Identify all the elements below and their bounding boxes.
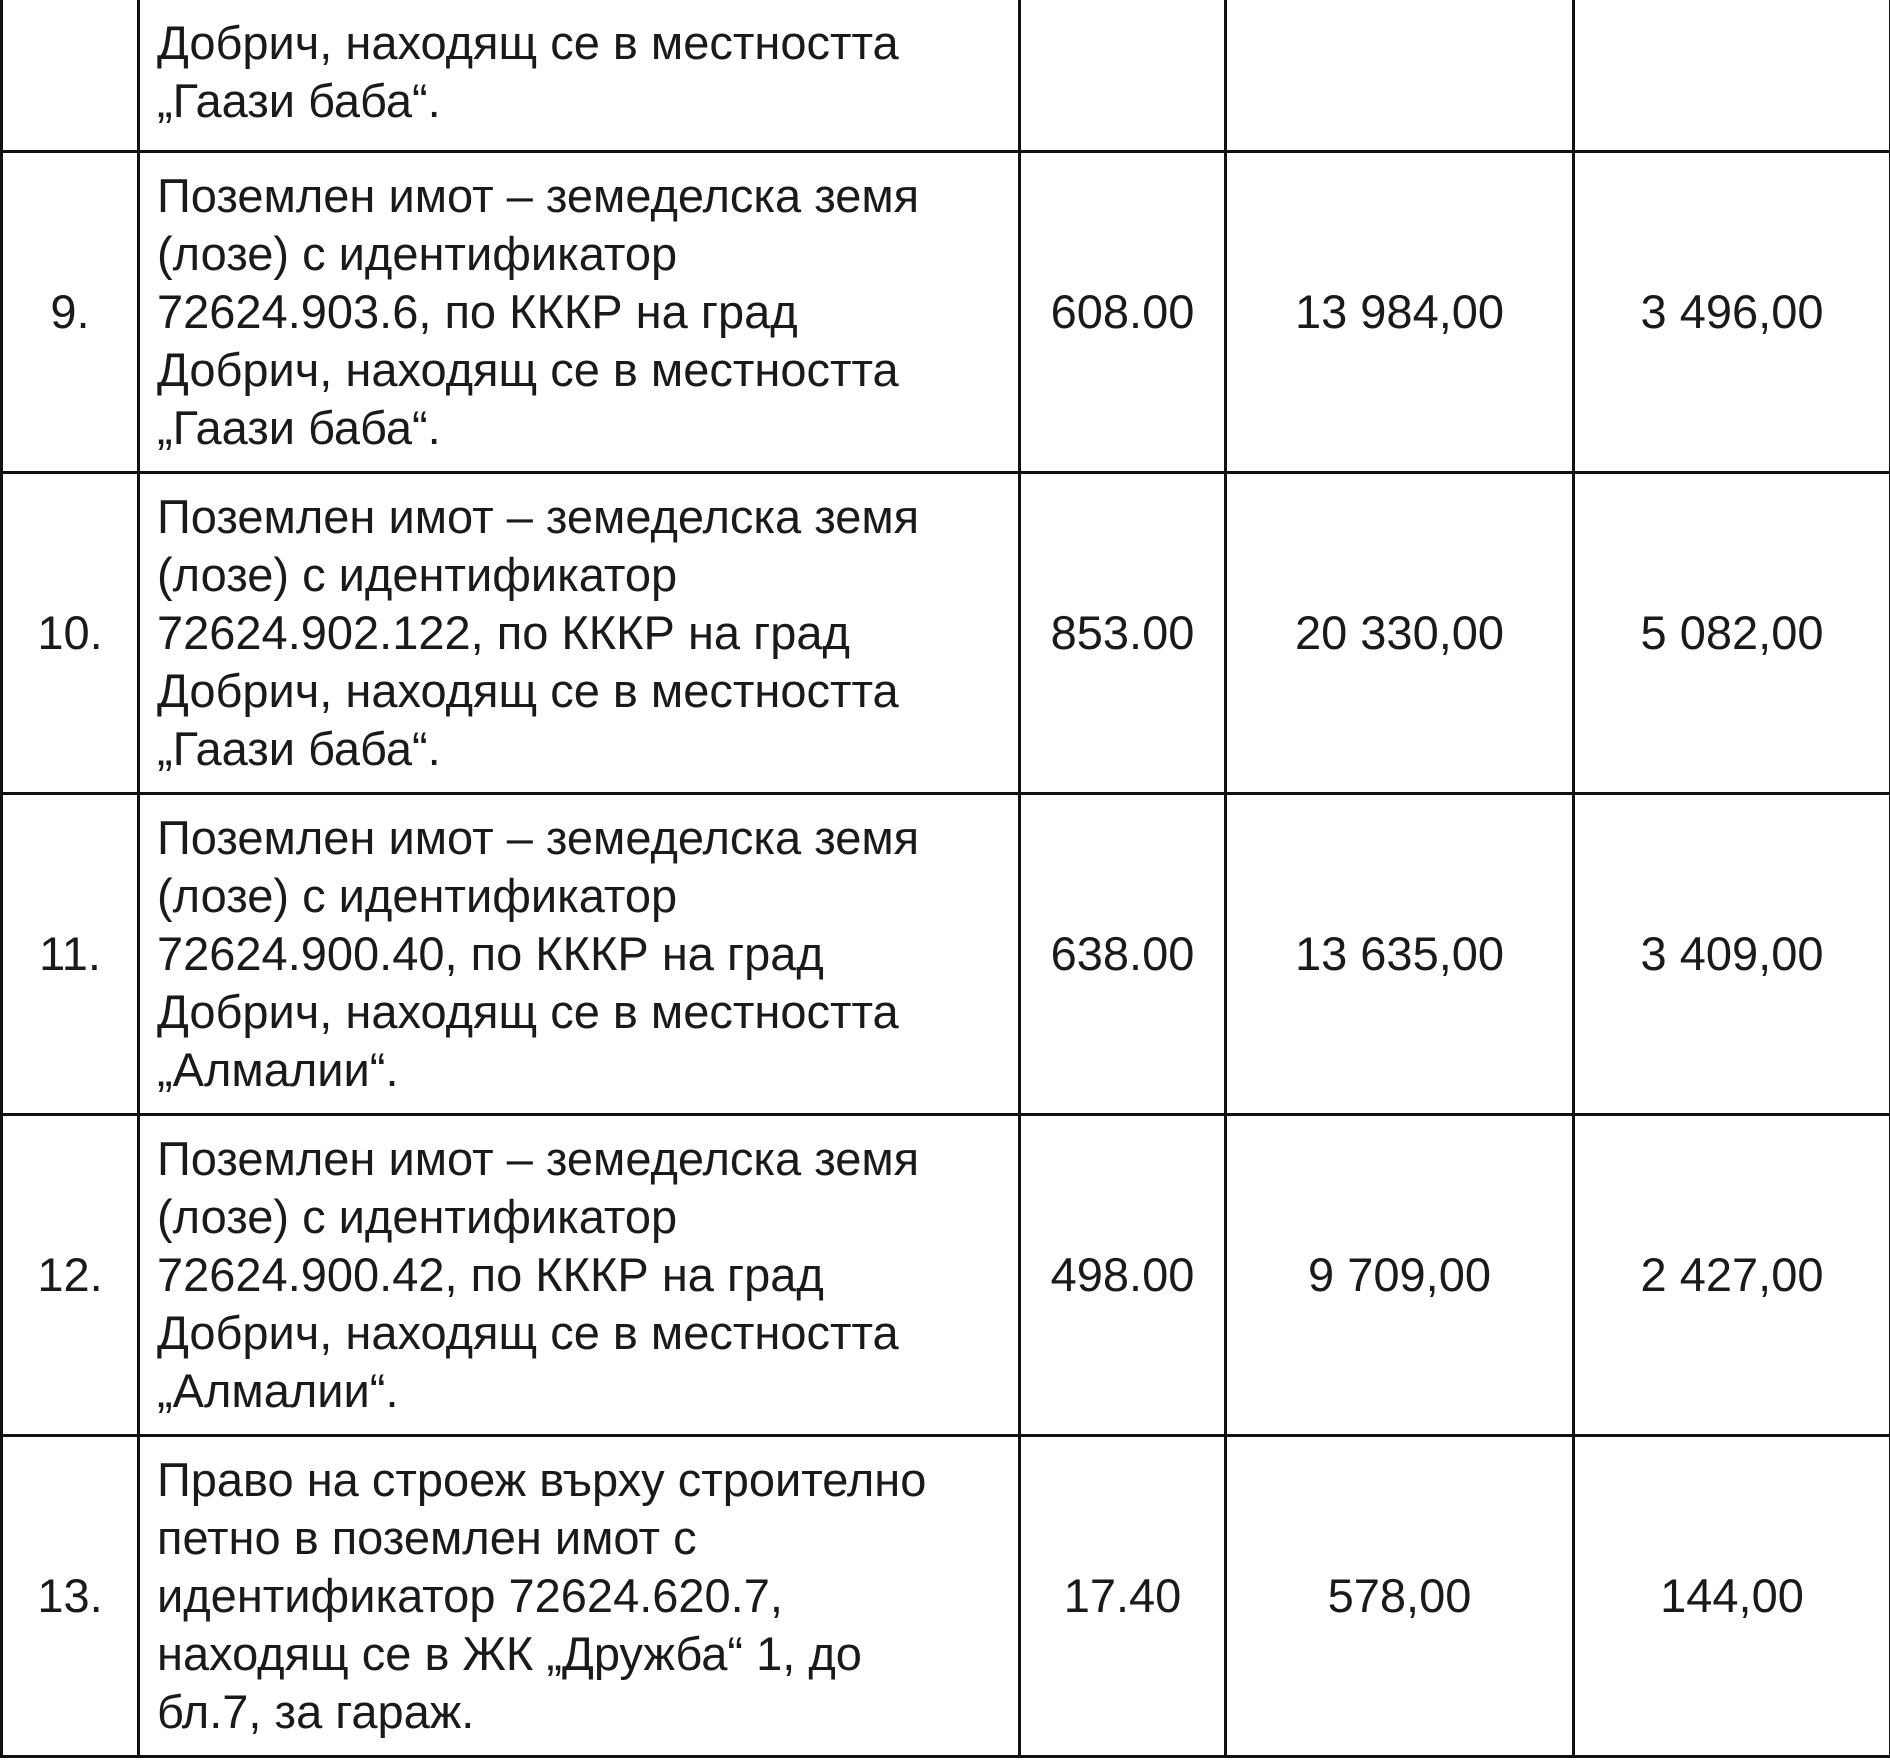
area-cell: 498.00 [1018,1113,1227,1437]
row-number: 13. [0,1434,140,1758]
area-cell: 638.00 [1018,792,1227,1116]
price-cell: 5 082,00 [1572,471,1890,795]
area-cell: 853.00 [1018,471,1227,795]
row-number: 9. [0,150,140,474]
row-number: 10. [0,471,140,795]
property-description: Право на строеж върху строително петно в… [137,1434,1021,1758]
table-row: 12. Поземлен имот – земеделска земя (лоз… [0,1113,1890,1437]
price-cell: 3 496,00 [1572,150,1890,474]
value-cell: 13 984,00 [1224,150,1575,474]
area-cell: 608.00 [1018,150,1227,474]
area-cell [1018,0,1227,153]
table-row: 9. Поземлен имот – земеделска земя (лозе… [0,150,1890,474]
property-description: Поземлен имот – земеделска земя (лозе) с… [137,150,1021,474]
property-description: Добрич, находящ се в местността „Гаази б… [137,0,1021,153]
property-description: Поземлен имот – земеделска земя (лозе) с… [137,792,1021,1116]
price-cell: 2 427,00 [1572,1113,1890,1437]
value-cell: 20 330,00 [1224,471,1575,795]
row-number: 12. [0,1113,140,1437]
property-description: Поземлен имот – земеделска земя (лозе) с… [137,1113,1021,1437]
price-cell [1572,0,1890,153]
row-number: 11. [0,792,140,1116]
value-cell: 578,00 [1224,1434,1575,1758]
value-cell: 9 709,00 [1224,1113,1575,1437]
property-description: Поземлен имот – земеделска земя (лозе) с… [137,471,1021,795]
row-number [0,0,140,153]
table-row: 10. Поземлен имот – земеделска земя (лоз… [0,471,1890,795]
price-cell: 144,00 [1572,1434,1890,1758]
value-cell: 13 635,00 [1224,792,1575,1116]
table-row: 11. Поземлен имот – земеделска земя (лоз… [0,792,1890,1116]
price-cell: 3 409,00 [1572,792,1890,1116]
area-cell: 17.40 [1018,1434,1227,1758]
value-cell [1224,0,1575,153]
table-row: 13. Право на строеж върху строително пет… [0,1434,1890,1758]
table-row: Добрич, находящ се в местността „Гаази б… [0,0,1890,153]
